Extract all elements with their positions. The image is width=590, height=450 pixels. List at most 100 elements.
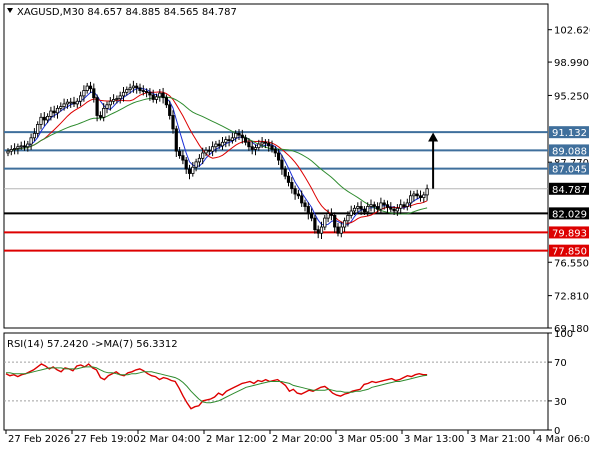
level-label: 87.045 — [552, 165, 587, 176]
candle-body — [247, 141, 251, 148]
candle-body — [418, 195, 423, 198]
candle-body — [356, 206, 360, 209]
candle-body — [342, 220, 347, 228]
candle-body — [49, 110, 53, 117]
candle-body — [399, 204, 403, 209]
candle-body — [220, 141, 225, 147]
candle-body — [263, 141, 268, 144]
candle-body — [217, 143, 221, 147]
candle-body — [250, 146, 254, 150]
level-label-box — [549, 207, 589, 220]
y-tick-label: 95.250 — [554, 91, 589, 102]
candle-body — [234, 132, 238, 139]
candle-body — [346, 215, 350, 222]
candle-body — [224, 139, 228, 143]
candle-body — [402, 204, 406, 207]
candle-body — [121, 91, 126, 97]
rsi-tick-label: 70 — [554, 358, 567, 369]
candle-body — [333, 215, 337, 228]
candle-body — [375, 206, 380, 210]
candle-body — [102, 107, 106, 118]
candle-body — [323, 217, 327, 228]
candle-body — [29, 137, 33, 145]
current-price-box — [549, 182, 589, 195]
candle-body — [316, 229, 320, 234]
rsi-pane: RSI(14) 57.2420 ->MA(7) 56.3312 — [3, 332, 549, 431]
candle-body — [283, 168, 287, 177]
candle-body — [210, 146, 215, 152]
candle-body — [313, 217, 317, 231]
candle-body — [105, 104, 109, 109]
level-label-box — [549, 244, 589, 257]
candle-body — [42, 116, 46, 121]
rsi-series-line — [5, 363, 428, 410]
level-label: 79.893 — [552, 228, 587, 239]
candle-body — [138, 87, 142, 91]
candle-body — [290, 182, 294, 190]
candle-body — [366, 206, 370, 213]
candle-body — [88, 85, 93, 90]
price-pane-frame — [3, 3, 549, 329]
candle-body — [372, 204, 376, 207]
candle-body — [168, 104, 172, 116]
candle-body — [135, 85, 139, 89]
level-label-box — [549, 226, 589, 239]
candle-body — [425, 188, 429, 196]
y-tick-label: 76.550 — [554, 258, 589, 269]
candle-body — [329, 213, 334, 216]
candle-body — [267, 142, 271, 147]
x-tick-label: 27 Feb 19:00 — [74, 434, 140, 445]
candle-body — [422, 194, 426, 198]
projection-arrow — [428, 132, 439, 189]
candle-body — [415, 193, 419, 197]
candle-body — [349, 210, 353, 216]
candle-body — [412, 193, 416, 197]
candle-body — [32, 132, 37, 139]
candlesticks — [6, 80, 429, 240]
candle-body — [171, 115, 175, 130]
x-tick-label: 2 Mar 04:00 — [140, 434, 200, 445]
candle-body — [75, 100, 79, 105]
candle-body — [46, 116, 50, 121]
candle-body — [177, 150, 182, 157]
candle-body — [154, 96, 159, 100]
candle-body — [194, 161, 198, 168]
candle-body — [19, 145, 23, 148]
candle-body — [55, 107, 60, 114]
candle-body — [69, 101, 73, 104]
candle-body — [362, 208, 367, 213]
candle-body — [227, 139, 231, 141]
candle-body — [339, 226, 343, 234]
candle-body — [237, 132, 241, 136]
level-label-box — [549, 144, 589, 157]
candle-body — [197, 157, 201, 163]
x-tick-label: 3 Mar 21:00 — [470, 434, 530, 445]
candle-body — [62, 103, 66, 107]
candle-body — [352, 207, 357, 212]
candle-body — [240, 134, 244, 139]
rsi-tick-label: 0 — [554, 426, 560, 437]
candle-body — [286, 175, 291, 183]
candle-body — [164, 97, 168, 106]
rsi-axis: 100 70 30 0 — [548, 329, 573, 437]
level-label-box — [549, 162, 589, 175]
candle-body — [26, 143, 30, 148]
candle-body — [12, 148, 17, 150]
candle-body — [395, 207, 400, 212]
candle-body — [408, 195, 413, 204]
candle-body — [98, 115, 102, 118]
candle-body — [79, 95, 83, 102]
candle-body — [326, 213, 330, 219]
candle-body — [253, 147, 258, 150]
candle-body — [293, 188, 297, 195]
candle-body — [207, 149, 211, 152]
y-tick-label: 72.810 — [554, 292, 589, 303]
candle-body — [148, 91, 152, 96]
candle-body — [92, 88, 96, 99]
x-tick-label: 3 Mar 05:00 — [338, 434, 398, 445]
candle-body — [385, 204, 390, 208]
candle-body — [141, 90, 145, 92]
candle-body — [151, 94, 155, 100]
level-label: 82.029 — [552, 209, 587, 220]
